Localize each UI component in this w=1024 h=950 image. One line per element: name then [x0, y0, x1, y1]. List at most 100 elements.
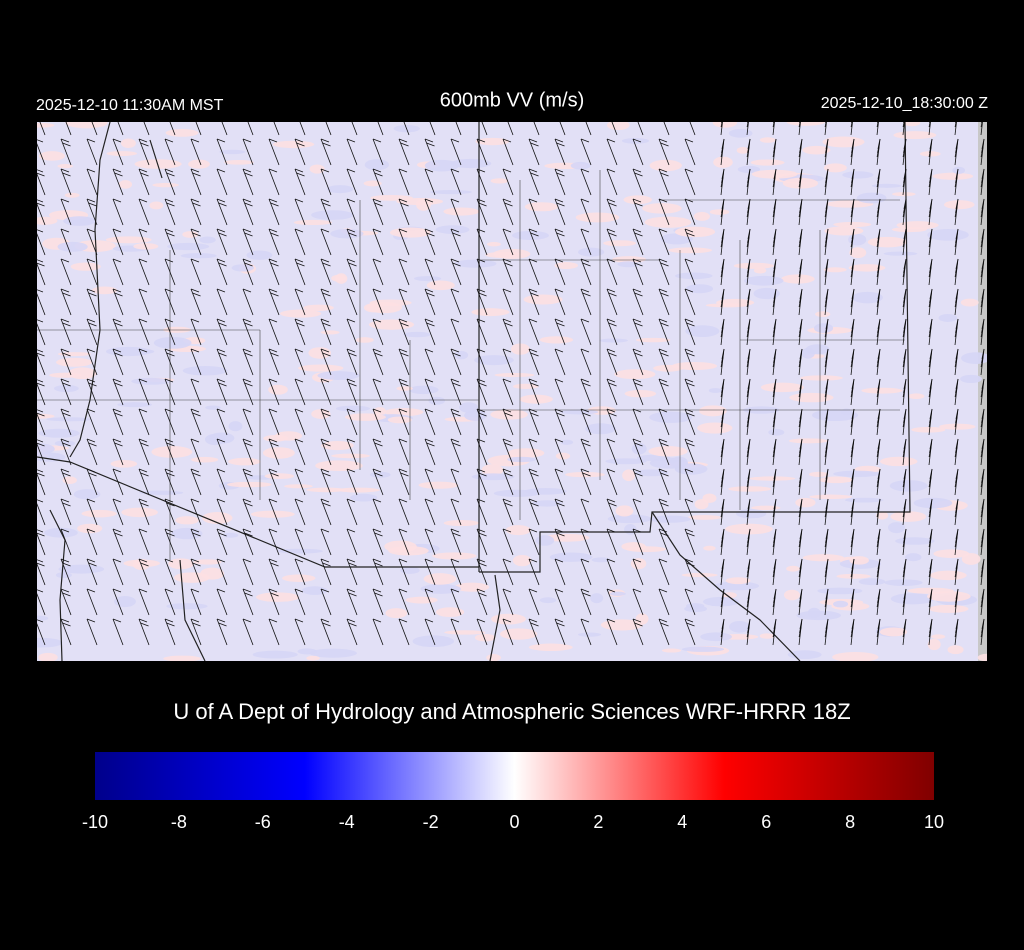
wind-barb-flag [660, 442, 669, 447]
field-patch [262, 447, 295, 459]
wind-barb-flag [606, 198, 616, 203]
wind-barb-flag [268, 498, 278, 503]
wind-barb [450, 558, 462, 586]
wind-barb-flag [772, 506, 776, 518]
field-patch [387, 416, 412, 424]
wind-barb [876, 122, 879, 136]
wind-barb [398, 228, 410, 256]
wind-barb-flag [798, 176, 802, 188]
wind-barb [507, 122, 514, 136]
wind-barb-flag [876, 236, 880, 248]
wind-barb-flag [606, 318, 616, 323]
wind-barb-flag [980, 386, 984, 398]
wind-barb-flag [632, 348, 642, 353]
wind-barb [37, 623, 46, 646]
field-patch [685, 325, 720, 338]
wind-barb-flag [322, 622, 331, 627]
wind-barb-flag [876, 596, 880, 608]
wind-barb-flag [166, 232, 175, 237]
wind-barb [450, 198, 462, 226]
wind-barb [528, 198, 540, 226]
wind-barb-flag [244, 322, 253, 327]
wind-barb [112, 468, 124, 496]
wind-barb-flag [980, 596, 984, 608]
wind-barb [424, 348, 436, 376]
wind-barb-flag [86, 468, 96, 473]
wind-barb-flag [192, 172, 201, 177]
wind-barb-flag [746, 176, 750, 188]
wind-barb-flag [216, 258, 226, 263]
wind-barb-flag [798, 416, 802, 428]
wind-barb-flag [658, 198, 668, 203]
wind-barb-flag [606, 228, 616, 233]
wind-barb-flag [60, 588, 70, 593]
wind-barb-flag [824, 146, 828, 158]
wind-barb [502, 618, 514, 646]
wind-barb-flag [398, 348, 408, 353]
colorbar-tick-label: -10 [82, 812, 108, 832]
wind-barb-flag [372, 378, 382, 383]
wind-barb-flag [138, 618, 148, 623]
wind-barb [190, 498, 202, 526]
wind-barb-flag [242, 438, 252, 443]
wind-barb [169, 122, 176, 136]
wind-barb-flag [582, 262, 591, 267]
wind-barb-flag [294, 498, 304, 503]
field-patch [284, 484, 313, 489]
wind-barb [346, 318, 358, 346]
wind-barb-flag [478, 472, 487, 477]
wind-barb-flag [166, 502, 175, 507]
wind-barb-flag [242, 228, 252, 233]
wind-barb [424, 408, 436, 436]
wind-barb-flag [192, 202, 201, 207]
wind-barb [39, 122, 46, 136]
wind-barb-flag [140, 142, 149, 147]
wind-barb-flag [86, 438, 96, 443]
field-patch [674, 272, 713, 280]
wind-barb [554, 258, 566, 286]
wind-barb-flag [684, 498, 694, 503]
wind-barb [294, 378, 306, 406]
field-patch [37, 615, 49, 622]
wind-barb-flag [954, 476, 958, 488]
wind-barb-flag [684, 378, 694, 383]
field-patch [960, 298, 979, 307]
field-patch [320, 330, 340, 335]
wind-barb-flag [902, 176, 906, 188]
field-patch [858, 578, 886, 586]
wind-barb-flag [372, 498, 382, 503]
wind-barb [684, 588, 696, 616]
wind-barb [112, 258, 124, 286]
wind-barb-flag [824, 416, 828, 428]
field-patch [890, 593, 935, 605]
wind-barb-flag [424, 558, 434, 563]
wind-barb-flag [772, 326, 776, 338]
wind-barb-flag [608, 352, 617, 357]
wind-barb [351, 122, 358, 136]
wind-barb-flag [634, 352, 643, 357]
wind-barb-flag [684, 348, 694, 353]
wind-barb [372, 378, 384, 406]
field-patch [578, 632, 602, 637]
field-patch [494, 373, 535, 378]
wind-barb-flag [634, 232, 643, 237]
field-patch [795, 497, 816, 508]
wind-barb-flag [112, 438, 122, 443]
wind-barb-flag [876, 416, 880, 428]
colorbar-tick-label: 0 [509, 812, 519, 832]
wind-barb [424, 588, 436, 616]
wind-barb-flag [60, 348, 70, 353]
wind-barb [190, 258, 202, 286]
wind-barb [684, 288, 696, 316]
wind-barb-flag [450, 138, 460, 143]
wind-barb [294, 228, 306, 256]
wind-barb [502, 528, 514, 556]
wind-barb-flag [270, 262, 279, 267]
wind-barb-flag [660, 142, 669, 147]
wind-barb-flag [686, 532, 695, 537]
field-patch [200, 567, 225, 580]
field-patch [167, 242, 210, 251]
wind-barb [398, 288, 410, 316]
wind-barb [424, 528, 436, 556]
wind-barb-flag [294, 288, 304, 293]
